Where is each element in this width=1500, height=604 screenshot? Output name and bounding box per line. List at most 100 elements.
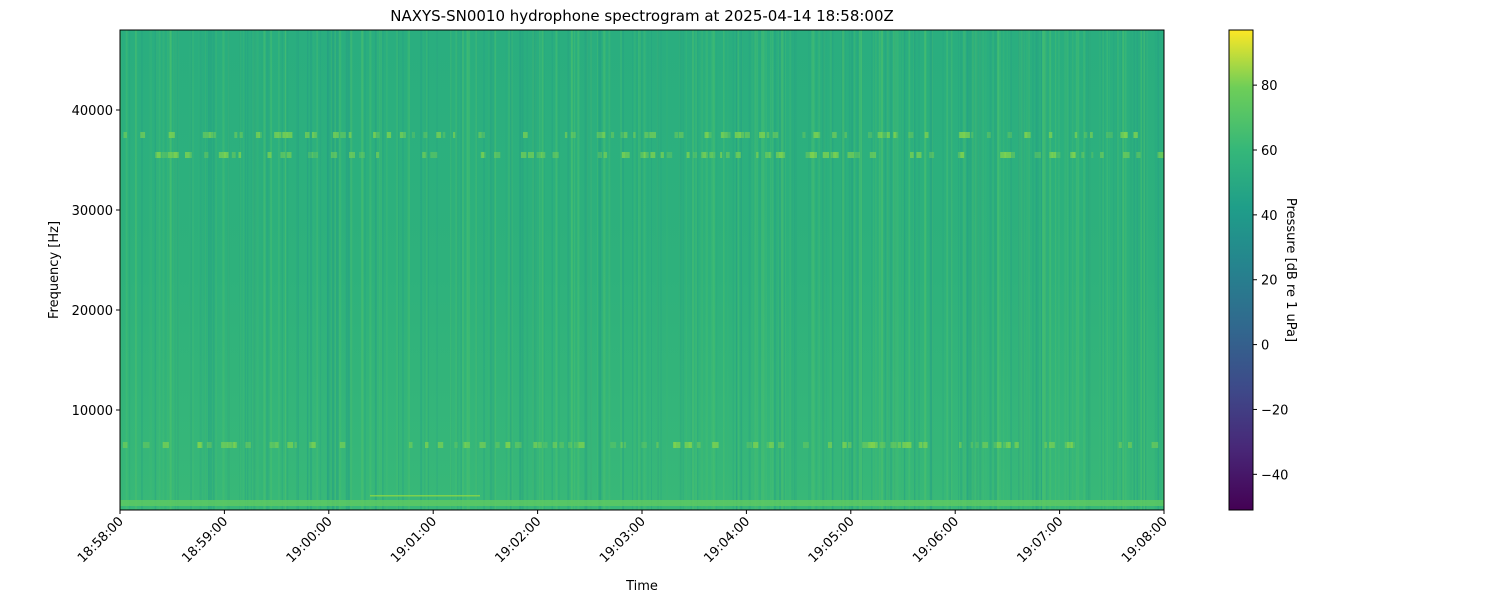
spectrogram-streak xyxy=(164,30,166,510)
colorbar-tick-label: −20 xyxy=(1261,403,1288,418)
spectrogram-band-segment xyxy=(1014,442,1017,448)
spectrogram-band-segment xyxy=(453,132,456,138)
spectrogram-streak xyxy=(1026,30,1028,510)
spectrogram-band-segment xyxy=(844,132,847,138)
spectrogram-streak xyxy=(930,30,933,510)
spectrogram-streak xyxy=(818,30,821,510)
spectrogram-streak xyxy=(913,30,916,510)
spectrogram-streak xyxy=(641,30,643,510)
spectrogram-streak xyxy=(540,30,542,510)
x-axis: 18:58:00 18:59:00 19:00:00 19:01:00 19:02:00… xyxy=(75,510,1171,566)
spectrogram-streak xyxy=(861,30,863,510)
spectrogram-streak xyxy=(903,30,905,510)
spectrogram-streak xyxy=(584,30,587,510)
spectrogram-band-segment xyxy=(287,442,294,448)
spectrogram-band-segment xyxy=(340,132,346,138)
spectrogram-streak xyxy=(1066,30,1069,510)
spectrogram-streak xyxy=(1157,30,1159,510)
spectrogram-band-segment xyxy=(494,152,501,158)
spectrogram-streak xyxy=(971,30,974,510)
spectrogram-band-segment xyxy=(686,152,690,158)
spectrogram-streak xyxy=(199,30,201,510)
spectrogram-streak xyxy=(162,30,165,510)
spectrogram-streak xyxy=(1035,30,1037,510)
y-tick-label: 30000 xyxy=(72,204,113,219)
spectrogram-band-segment xyxy=(464,442,470,448)
spectrogram-streak xyxy=(992,30,995,510)
spectrogram-streak xyxy=(691,30,694,510)
spectrogram-band-segment xyxy=(232,442,238,448)
spectrogram-streak xyxy=(586,30,588,510)
spectrogram-streak xyxy=(307,30,309,510)
spectrogram-streak xyxy=(1136,30,1139,510)
spectrogram-streak xyxy=(407,30,409,510)
spectrogram-band-segment xyxy=(234,132,238,138)
spectrogram-band-segment xyxy=(1106,132,1113,138)
spectrogram-streak xyxy=(946,30,948,510)
spectrogram-streak xyxy=(952,30,953,510)
spectrogram-streak xyxy=(1036,30,1038,510)
spectrogram-streak xyxy=(736,30,738,510)
spectrogram-streak xyxy=(376,30,378,510)
spectrogram-band-segment xyxy=(359,152,365,158)
spectrogram-band-segment xyxy=(704,132,709,138)
spectrogram-streak xyxy=(573,30,576,510)
spectrogram-streak xyxy=(822,30,825,510)
spectrogram-streak xyxy=(994,30,997,510)
spectrogram-streak xyxy=(879,30,882,510)
spectrogram-streak xyxy=(1043,30,1046,510)
spectrogram-streak xyxy=(1075,30,1078,510)
spectrogram-band-segment xyxy=(208,132,214,138)
spectrogram-band-segment xyxy=(623,132,628,138)
spectrogram-band-segment xyxy=(1074,132,1078,138)
spectrogram-streak xyxy=(246,30,249,510)
spectrogram-streak xyxy=(972,30,974,510)
spectrogram-streak xyxy=(483,30,485,510)
spectrogram-band-segment xyxy=(286,132,293,138)
spectrogram-streak xyxy=(1041,30,1042,510)
spectrogram-streak xyxy=(284,30,287,510)
spectrogram-band-segment xyxy=(902,442,909,448)
spectrogram-band-segment xyxy=(578,442,585,448)
spectrogram-band-segment xyxy=(696,442,701,448)
spectrogram-streak xyxy=(174,30,177,510)
spectrogram-band-segment xyxy=(959,132,965,138)
spectrogram-streak xyxy=(1146,30,1148,510)
spectrogram-streak xyxy=(1104,30,1105,510)
spectrogram-band-segment xyxy=(224,152,229,158)
spectrogram-streak xyxy=(1077,30,1080,510)
spectrogram-streak xyxy=(1088,30,1091,510)
spectrogram-band-segment xyxy=(198,442,201,448)
spectrogram-streak xyxy=(732,30,734,510)
spectrogram-streak xyxy=(774,30,777,510)
spectrogram-streak xyxy=(135,30,136,510)
spectrogram-streak xyxy=(809,30,811,510)
colorbar xyxy=(1228,29,1254,511)
spectrogram-band-segment xyxy=(1024,132,1031,138)
spectrogram-streak xyxy=(244,30,246,510)
spectrogram-band-segment xyxy=(975,442,979,448)
spectrogram-streak xyxy=(150,30,152,510)
spectrogram-band-segment xyxy=(813,132,819,138)
spectrogram-band-segment xyxy=(425,442,429,448)
spectrogram-streak xyxy=(759,30,761,510)
x-tick-label: 19:02:00 xyxy=(493,514,545,566)
spectrogram-band-segment xyxy=(746,442,752,448)
colorbar-tick-label: 0 xyxy=(1261,339,1269,354)
spectrogram-band-segment xyxy=(727,132,731,138)
spectrogram-streak xyxy=(712,30,715,510)
spectrogram-streak xyxy=(586,30,588,510)
spectrogram-streak xyxy=(1066,30,1068,510)
y-axis: 10000 20000 30000 40000 xyxy=(72,104,120,419)
spectrogram-band-segment xyxy=(602,132,606,138)
spectrogram-streak xyxy=(985,30,987,510)
spectrogram-band-segment xyxy=(814,132,821,138)
spectrogram-band-segment xyxy=(703,152,708,158)
spectrogram-streak xyxy=(637,30,638,510)
spectrogram-streak xyxy=(858,30,860,510)
spectrogram-band-segment xyxy=(596,132,604,138)
spectrogram-streak xyxy=(205,30,207,510)
spectrogram-band-segment xyxy=(1010,152,1015,158)
spectrogram-band-segment xyxy=(543,442,548,448)
spectrogram-streak xyxy=(1044,30,1046,510)
